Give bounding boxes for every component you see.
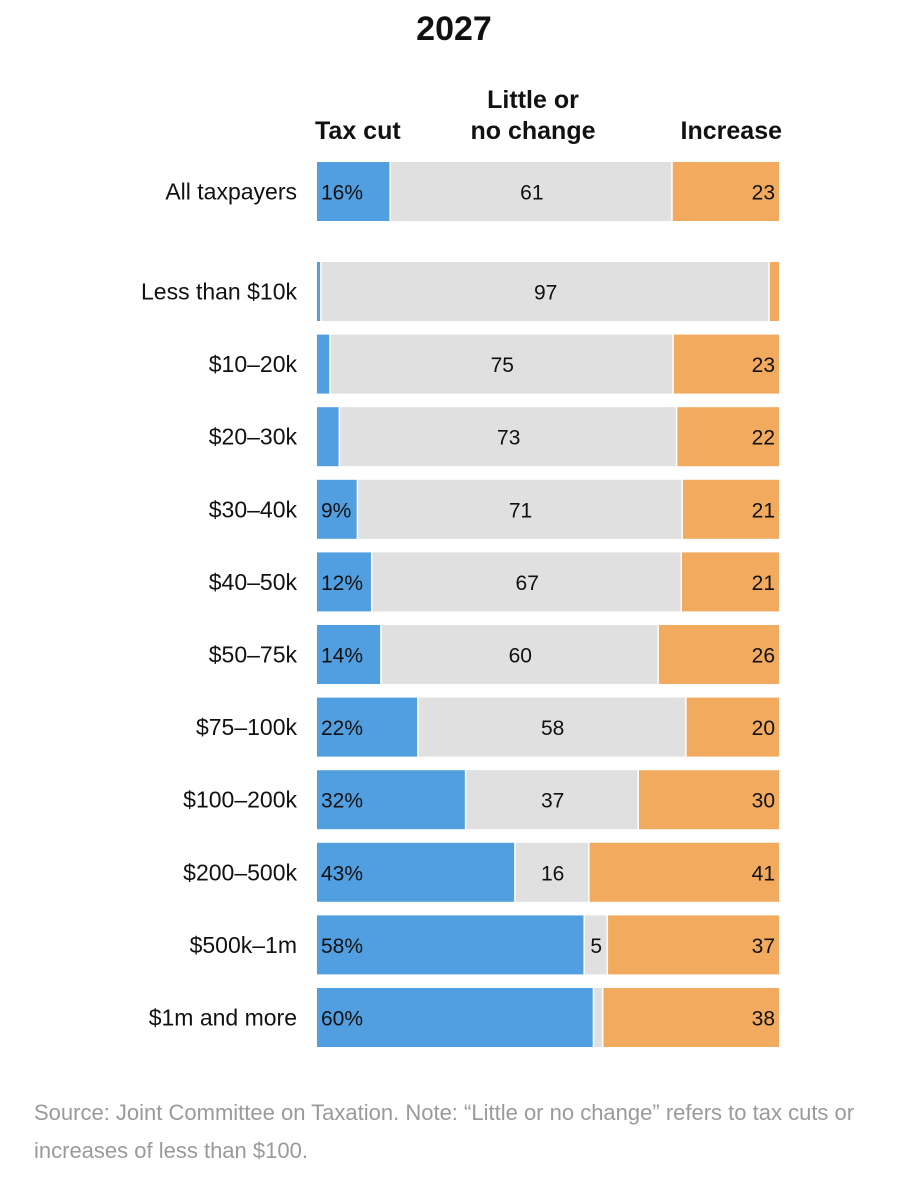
bar-row-200-500k: $200–500k 43% 16 41	[183, 842, 779, 902]
data-label: 60%	[321, 1008, 363, 1031]
source-note: Source: Joint Committee on Taxation. Not…	[34, 1100, 855, 1163]
category-label: $200–500k	[183, 859, 297, 885]
category-label: $30–40k	[209, 496, 298, 522]
data-label: 21	[752, 572, 775, 595]
data-label: 20	[752, 717, 775, 740]
bar-segment-tax-cut	[317, 625, 381, 684]
data-label: 41	[752, 862, 775, 885]
bar-segment-increase	[677, 407, 779, 467]
bar-row-1m-and-more: $1m and more 60% 38	[149, 988, 779, 1047]
data-label: 23	[752, 182, 775, 205]
category-label: $50–75k	[209, 642, 298, 668]
bar-row-30-40k: $30–40k 9% 71 21	[209, 479, 779, 539]
bar-segment-tax-cut	[317, 842, 515, 902]
category-label: $40–50k	[209, 569, 298, 595]
data-label: 60	[509, 645, 532, 668]
bar-segment-increase	[658, 625, 779, 684]
data-label: 26	[752, 645, 775, 668]
category-label: $20–30k	[209, 424, 298, 450]
data-label: 37	[541, 790, 564, 813]
data-label: 5	[590, 935, 602, 958]
category-label: $1m and more	[149, 1005, 297, 1031]
bar-segment-increase	[681, 552, 779, 612]
bar-row-20-30k: $20–30k 73 22	[209, 407, 779, 467]
bar-segment-little-or-no-change	[584, 915, 607, 975]
bar-segment-increase	[672, 162, 779, 221]
data-label: 22%	[321, 717, 363, 740]
bar-row-75-100k: $75–100k 22% 58 20	[196, 697, 779, 757]
bar-row-100-200k: $100–200k 32% 37 30	[183, 770, 779, 830]
data-label: 58	[541, 717, 564, 740]
data-label: 58%	[321, 935, 363, 958]
bar-segment-tax-cut	[317, 479, 357, 539]
bar-row-50-75k: $50–75k 14% 60 26	[209, 625, 779, 684]
bar-segment-little-or-no-change	[321, 262, 769, 321]
bar-segment-tax-cut	[317, 407, 339, 467]
data-label: 30	[752, 790, 775, 813]
data-label: 21	[752, 499, 775, 522]
bar-segment-tax-cut	[317, 988, 593, 1047]
bar-segment-little-or-no-change	[390, 162, 672, 221]
bar-segment-increase	[686, 697, 779, 757]
bar-segment-little-or-no-change	[381, 625, 658, 684]
data-label: 71	[509, 499, 532, 522]
header-little-or-no-change-line2: no change	[470, 117, 596, 145]
data-label: 61	[520, 182, 543, 205]
bar-segment-tax-cut	[317, 262, 321, 321]
data-label: 38	[752, 1008, 775, 1031]
bar-segment-tax-cut	[317, 162, 390, 221]
data-label: 14%	[321, 645, 363, 668]
bar-row-10-20k: $10–20k 75 23	[209, 334, 779, 394]
data-label: 16	[541, 862, 564, 885]
bar-segment-little-or-no-change	[515, 842, 589, 902]
bar-segment-little-or-no-change	[330, 334, 673, 394]
category-label: $10–20k	[209, 351, 298, 377]
bar-segment-tax-cut	[317, 697, 418, 757]
data-label: 43%	[321, 862, 363, 885]
bar-segment-little-or-no-change	[594, 988, 602, 1047]
data-label: 12%	[321, 572, 363, 595]
bar-row-all-taxpayers: All taxpayers 16% 61 23	[165, 162, 779, 221]
category-label: Less than $10k	[141, 279, 298, 305]
category-label: $75–100k	[196, 714, 298, 740]
bar-segment-increase	[603, 988, 779, 1047]
bar-segment-tax-cut	[317, 770, 465, 830]
data-label: 37	[752, 935, 775, 958]
data-label: 9%	[321, 499, 351, 522]
bar-segment-tax-cut	[317, 334, 330, 394]
bar-segment-little-or-no-change	[340, 407, 676, 467]
data-label: 75	[491, 354, 514, 377]
bar-segment-little-or-no-change	[358, 479, 682, 539]
data-label: 67	[516, 572, 539, 595]
bar-segment-increase	[608, 915, 779, 975]
header-little-or-no-change-line1: Little or	[487, 86, 579, 114]
header-tax-cut: Tax cut	[315, 117, 401, 145]
bar-segment-increase	[673, 334, 779, 394]
category-label: $500k–1m	[190, 932, 297, 958]
bar-segment-tax-cut	[317, 915, 584, 975]
data-label: 22	[752, 427, 775, 450]
data-label: 23	[752, 354, 775, 377]
bar-segment-little-or-no-change	[418, 697, 686, 757]
bar-segment-little-or-no-change	[372, 552, 681, 612]
bar-row-less-than-10k: Less than $10k 97	[141, 262, 779, 321]
data-label: 73	[497, 427, 520, 450]
chart-title: 2027	[416, 10, 492, 48]
bar-segment-little-or-no-change	[466, 770, 638, 830]
bar-segment-increase	[682, 479, 779, 539]
header-little-or-no-change: Little or no change	[440, 85, 626, 147]
bar-segment-increase	[589, 842, 779, 902]
bar-row-500k-1m: $500k–1m 58% 5 37	[190, 915, 779, 975]
data-label: 32%	[321, 790, 363, 813]
bar-row-40-50k: $40–50k 12% 67 21	[209, 552, 779, 612]
data-label: 16%	[321, 182, 363, 205]
bar-segment-increase	[769, 262, 779, 321]
category-label: $100–200k	[183, 787, 297, 813]
data-label: 97	[534, 282, 557, 305]
bar-segment-tax-cut	[317, 552, 371, 612]
header-increase: Increase	[680, 117, 782, 145]
bar-segment-increase	[639, 770, 779, 830]
category-label: All taxpayers	[165, 179, 297, 205]
